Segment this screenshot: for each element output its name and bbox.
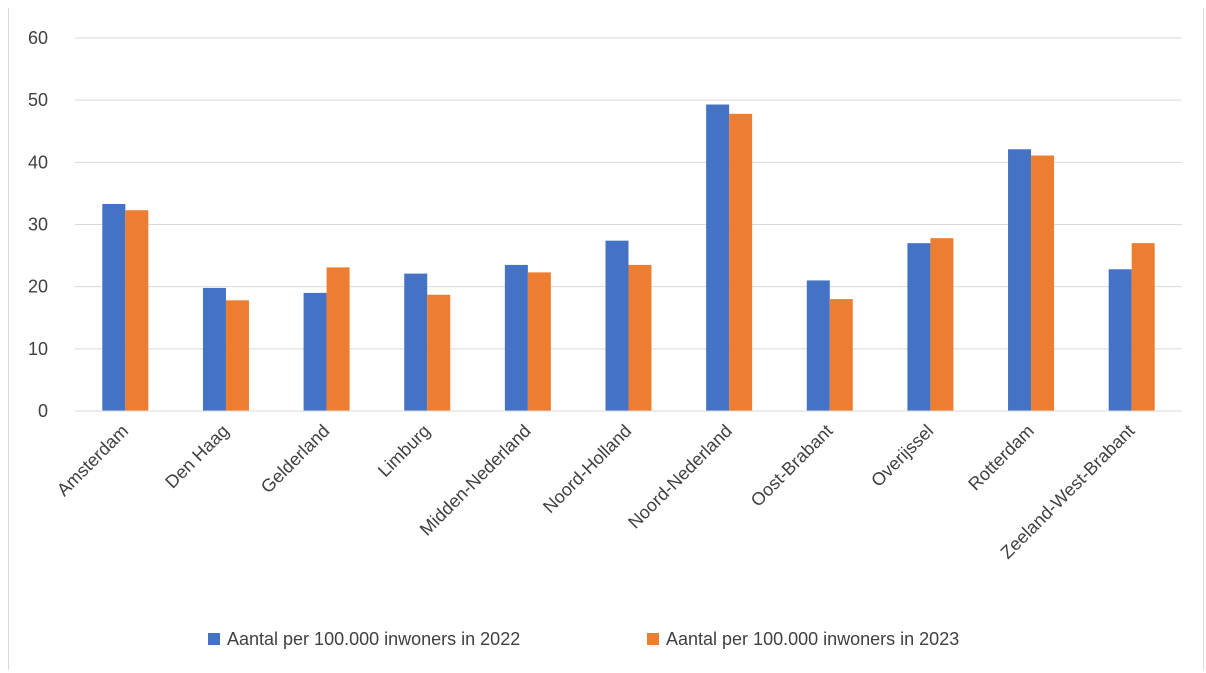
y-tick-label: 30 — [28, 215, 48, 235]
bar-2022 — [1008, 149, 1032, 412]
y-tick-label: 10 — [28, 339, 48, 359]
legend: Aantal per 100.000 inwoners in 2022 Aanta… — [208, 629, 959, 649]
bar-2022 — [806, 280, 830, 411]
legend-label: Aantal per 100.000 inwoners in 2022 — [227, 629, 520, 649]
bar-2023 — [729, 113, 753, 412]
bar-2023 — [527, 272, 551, 411]
x-tick-label: Gelderland — [257, 421, 333, 497]
y-tick-label: 50 — [28, 90, 48, 110]
bar-2023 — [628, 264, 652, 411]
bar-2023 — [225, 300, 249, 411]
bar-2022 — [605, 240, 629, 411]
legend-label: Aantal per 100.000 inwoners in 2023 — [666, 629, 959, 649]
x-tick-label: Midden-Nederland — [416, 421, 535, 540]
x-tick-label: Limburg — [374, 421, 434, 481]
y-axis-tick-labels: 0 10 20 30 40 50 60 — [28, 28, 48, 421]
x-tick-label: Noord-Holland — [539, 421, 635, 517]
bar-2022 — [303, 292, 327, 411]
bar-2022 — [907, 243, 931, 411]
x-tick-label: Overijssel — [867, 421, 937, 491]
x-tick-label: Noord-Nederland — [624, 421, 736, 533]
bar-2022 — [202, 287, 226, 411]
bar-2023 — [930, 238, 954, 411]
bar-2023 — [1131, 243, 1155, 411]
bar-2023 — [326, 267, 350, 411]
x-axis-tick-labels: Amsterdam Den Haag Gelderland LimburgMidden… — [53, 421, 1139, 563]
chart-frame — [8, 8, 1204, 670]
bar-2022 — [1108, 269, 1132, 411]
legend-swatch — [208, 633, 220, 645]
bar-2022 — [102, 203, 126, 411]
x-tick-label: Rotterdam — [964, 421, 1038, 495]
x-tick-label: Amsterdam — [53, 421, 132, 500]
bar-2022 — [404, 273, 428, 411]
bar-2023 — [427, 294, 451, 411]
y-tick-label: 0 — [38, 401, 48, 421]
bar-2022 — [504, 264, 528, 411]
bar-2023 — [125, 210, 149, 411]
y-tick-label: 40 — [28, 152, 48, 172]
x-tick-label: Oost-Brabant — [747, 421, 837, 511]
y-tick-label: 60 — [28, 28, 48, 48]
x-tick-label: Den Haag — [161, 421, 232, 492]
y-tick-label: 20 — [28, 277, 48, 297]
bar-2022 — [706, 104, 730, 411]
bar-2023 — [1031, 155, 1055, 411]
bar-2023 — [829, 299, 853, 411]
bars — [102, 104, 1155, 412]
legend-swatch — [647, 633, 659, 645]
